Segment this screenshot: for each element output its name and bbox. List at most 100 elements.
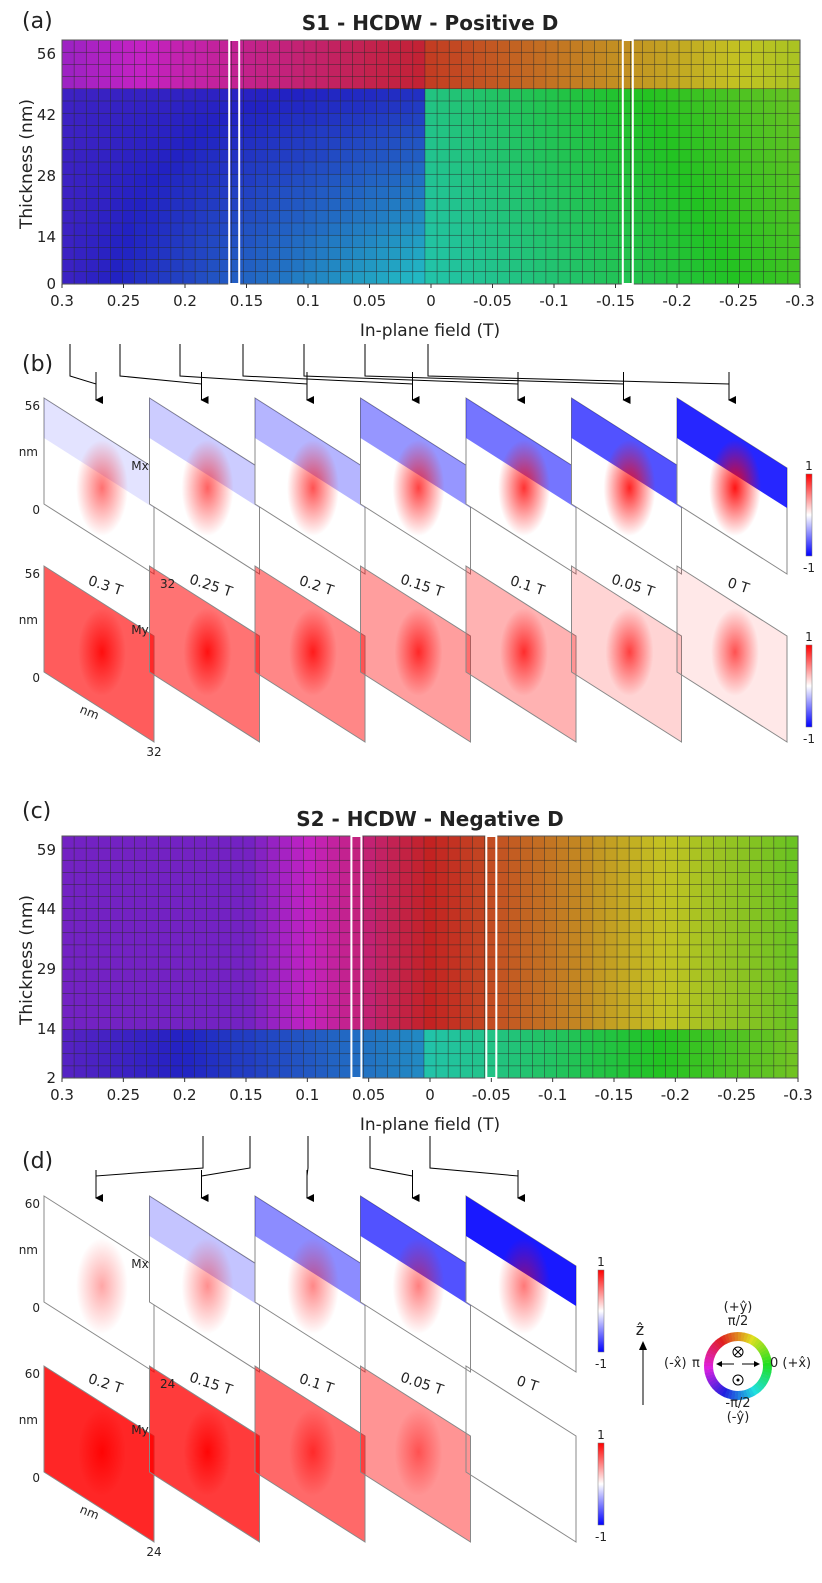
- heatmap-cell: [508, 1065, 522, 1079]
- heatmap-cell: [134, 1065, 147, 1079]
- x-tick-label: -0.15: [595, 1086, 634, 1104]
- heatmap-cell: [206, 908, 220, 922]
- heatmap-cell: [122, 920, 135, 934]
- heatmap-cell: [713, 956, 727, 970]
- heatmap-cell: [678, 210, 692, 224]
- heatmap-cell: [436, 210, 450, 224]
- heatmap-cell: [727, 186, 741, 200]
- heatmap-cell: [459, 980, 473, 994]
- heatmap-cell: [751, 198, 765, 212]
- heatmap-cell: [497, 76, 511, 90]
- heatmap-cell: [725, 944, 739, 958]
- heatmap-cell: [399, 847, 413, 861]
- heatmap-cell: [701, 932, 715, 946]
- heatmap-cell: [339, 968, 353, 982]
- heatmap-cell: [473, 161, 486, 175]
- heatmap-cell: [521, 88, 535, 102]
- heatmap-cell: [739, 259, 753, 273]
- heatmap-cell: [134, 271, 148, 285]
- heatmap-cell: [194, 51, 208, 65]
- heatmap-cell: [508, 896, 522, 910]
- heatmap-cell: [182, 884, 196, 898]
- y-tick-label: 29: [37, 960, 56, 978]
- heatmap-cell: [545, 247, 559, 261]
- heatmap-cell: [690, 271, 704, 285]
- heatmap-cell: [73, 186, 87, 200]
- heatmap-cell: [231, 198, 245, 212]
- heatmap-cell: [556, 956, 570, 970]
- heatmap-cell: [399, 884, 413, 898]
- heatmap-cell: [473, 259, 486, 273]
- heatmap-cell: [158, 51, 172, 65]
- heatmap-cell: [702, 125, 716, 139]
- heatmap-cell: [508, 872, 522, 885]
- heatmap-cell: [266, 835, 280, 849]
- heatmap-cell: [606, 125, 620, 139]
- colorbar-max: 1: [805, 459, 813, 473]
- heatmap-cell: [278, 993, 292, 1006]
- heatmap-cell: [604, 859, 618, 873]
- heatmap-cell: [254, 1053, 268, 1067]
- heatmap-cell: [532, 1053, 546, 1067]
- heatmap-cell: [424, 100, 438, 114]
- x-axis-label-a: In-plane field (T): [360, 321, 500, 341]
- heatmap-cell: [739, 161, 753, 175]
- heatmap-cell: [85, 161, 99, 175]
- heatmap-cell: [255, 64, 269, 78]
- wheel-segment: [752, 1384, 761, 1394]
- heatmap-cell: [278, 872, 292, 885]
- legend-bottom-angle: -π/2: [725, 1396, 750, 1411]
- heatmap-cell: [340, 64, 353, 78]
- heatmap-cell: [255, 51, 269, 65]
- heatmap-cell: [727, 210, 741, 224]
- heatmap-cell: [715, 234, 728, 248]
- heatmap-cell: [785, 859, 799, 873]
- heatmap-cell: [158, 210, 172, 224]
- heatmap-cell: [616, 908, 630, 922]
- heatmap-cell: [267, 210, 281, 224]
- heatmap-cell: [170, 944, 184, 958]
- heatmap-cell: [400, 112, 414, 126]
- heatmap-cell: [254, 1017, 268, 1031]
- heatmap-cell: [122, 210, 136, 224]
- heatmap-cell: [533, 198, 547, 212]
- heatmap-cell: [231, 259, 245, 273]
- heatmap-cell: [737, 1041, 751, 1055]
- heatmap-cell: [509, 247, 523, 261]
- heatmap-cell: [725, 1005, 739, 1019]
- chart-title-c: S2 - HCDW - Negative D: [296, 807, 564, 831]
- heatmap-cell: [255, 210, 269, 224]
- x-tick-label: -0.3: [785, 292, 814, 310]
- heatmap-cell: [376, 271, 390, 285]
- heatmap-cell: [509, 149, 523, 163]
- heatmap-cell: [761, 1065, 775, 1079]
- leader-line: [95, 1136, 204, 1177]
- field-label: 0.3 T: [86, 573, 125, 599]
- heatmap-cell: [97, 847, 111, 861]
- heatmap-cell: [134, 1005, 147, 1019]
- heatmap-cell: [739, 76, 753, 90]
- heatmap-cell: [604, 1065, 618, 1079]
- heatmap-cell: [291, 198, 305, 212]
- heatmap-cell: [665, 968, 678, 982]
- heatmap-cell: [61, 944, 75, 958]
- heatmap-cell: [763, 234, 777, 248]
- heatmap-cell: [665, 1053, 678, 1067]
- heatmap-cell: [303, 271, 317, 285]
- heatmap-cell: [327, 137, 341, 151]
- heatmap-cell: [461, 76, 474, 90]
- heatmap-cell: [73, 173, 87, 187]
- heatmap-cell: [303, 222, 317, 236]
- heatmap-cell: [690, 149, 704, 163]
- heatmap-cell: [787, 198, 801, 212]
- heatmap-cell: [713, 968, 727, 982]
- heatmap-cell: [701, 968, 715, 982]
- heatmap-cell: [725, 896, 739, 910]
- heatmap-cell: [654, 234, 668, 248]
- heatmap-cell: [412, 51, 426, 65]
- heatmap-cell: [327, 88, 341, 102]
- heatmap-cell: [485, 198, 499, 212]
- heatmap-cell: [472, 1065, 485, 1079]
- heatmap-cell: [594, 222, 607, 236]
- heatmap-cell: [775, 210, 789, 224]
